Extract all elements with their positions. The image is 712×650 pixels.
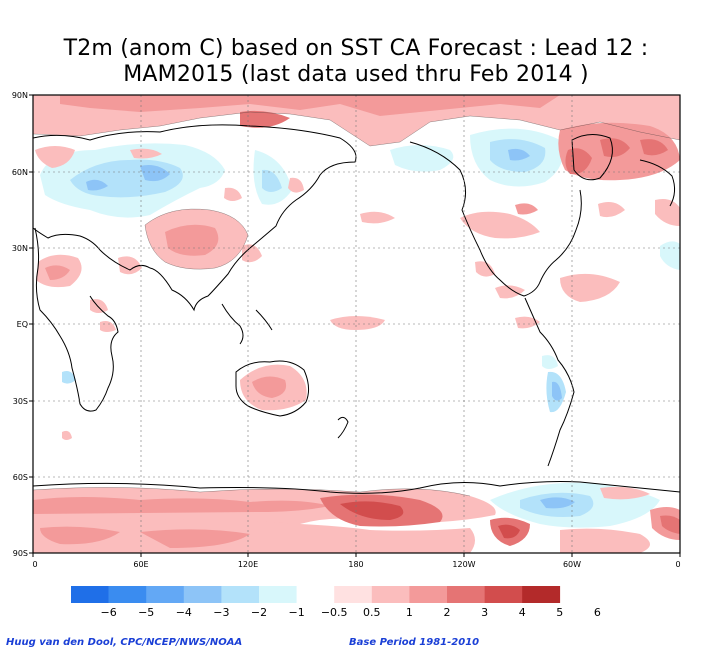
colorbar-swatch xyxy=(183,586,222,603)
lat-label: 90S xyxy=(13,549,28,558)
colorbar-swatch xyxy=(296,586,335,603)
colorbar-label: 6 xyxy=(594,606,601,619)
map-title: T2m (anom C) based on SST CA Forecast : … xyxy=(0,36,712,88)
colorbar-label: 1 xyxy=(406,606,413,619)
australia-warm-anomaly xyxy=(62,364,307,440)
colorbar-swatch xyxy=(71,586,109,603)
coastlines xyxy=(33,124,680,494)
colorbar-swatch xyxy=(334,586,373,603)
southern-ocean-anomaly xyxy=(33,482,680,553)
colorbar-swatch xyxy=(371,586,410,603)
colorbar-label: −2 xyxy=(251,606,267,619)
lon-label: 0 xyxy=(32,560,37,569)
title-line-2: MAM2015 (last data used thru Feb 2014 ) xyxy=(123,62,589,87)
colorbar-label: −3 xyxy=(213,606,229,619)
colorbar-label: 0.5 xyxy=(363,606,381,619)
colorbar-label: −5 xyxy=(138,606,154,619)
credit-base-period: Base Period 1981-2010 xyxy=(349,637,480,648)
colorbar-label: −0.5 xyxy=(321,606,348,619)
colorbar-label: 5 xyxy=(556,606,563,619)
colorbar-swatch xyxy=(447,586,485,603)
colorbar-swatch xyxy=(221,586,260,603)
colorbar-labels: −6 −5 −4 −3 −2 −1 −0.5 0.5 1 2 3 4 5 6 xyxy=(100,606,600,619)
colorbar-label: 2 xyxy=(444,606,451,619)
colorbar-label: −1 xyxy=(288,606,304,619)
colorbar-swatch xyxy=(259,586,297,603)
equatorial-pacific-warm xyxy=(330,316,385,330)
lat-label: 60S xyxy=(13,473,28,482)
colorbar-label: −6 xyxy=(100,606,116,619)
lon-label: 60W xyxy=(563,560,581,569)
scandinavia-warm xyxy=(35,146,75,168)
colorbar-swatch xyxy=(108,586,147,603)
siberia-cool-anomaly xyxy=(40,143,292,218)
colorbar-label: 4 xyxy=(519,606,526,619)
lat-label: 30N xyxy=(12,244,28,253)
lon-label: 120W xyxy=(452,560,475,569)
greenland-warm-anomaly xyxy=(558,122,680,270)
lat-label: 60N xyxy=(12,168,28,177)
latitude-labels: 90N 60N 30N EQ 30S 60S 90S xyxy=(12,91,28,558)
colorbar xyxy=(71,586,561,603)
lon-label: 0 xyxy=(675,560,680,569)
lat-label: 90N xyxy=(12,91,28,100)
colorbar-swatch xyxy=(146,586,185,603)
lon-label: 60E xyxy=(133,560,148,569)
lat-label: 30S xyxy=(13,397,28,406)
colorbar-swatch xyxy=(522,586,561,603)
contour-lines xyxy=(33,111,680,497)
lat-label: EQ xyxy=(17,320,28,329)
lon-label: 120E xyxy=(238,560,258,569)
axis-ticks xyxy=(29,94,681,557)
colorbar-label: 3 xyxy=(481,606,488,619)
colorbar-label: −4 xyxy=(176,606,192,619)
title-line-1: T2m (anom C) based on SST CA Forecast : … xyxy=(63,36,649,61)
map-panel xyxy=(33,95,680,553)
longitude-labels: 0 60E 120E 180 120W 60W 0 xyxy=(32,560,680,569)
lon-label: 180 xyxy=(348,560,363,569)
arctic-warm-anomaly xyxy=(33,95,680,146)
south-america-cool-anomaly xyxy=(62,355,566,413)
colorbar-swatch xyxy=(409,586,448,603)
credit-author: Huug van den Dool, CPC/NCEP/NWS/NOAA xyxy=(6,637,243,648)
colorbar-swatch xyxy=(484,586,523,603)
graticule xyxy=(33,95,680,553)
